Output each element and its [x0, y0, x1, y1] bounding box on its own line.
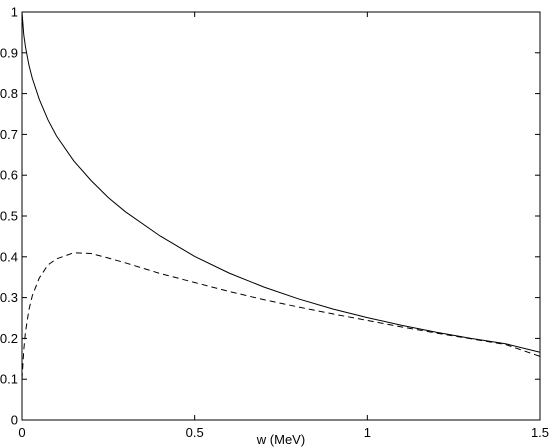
- y-tick-label: 0.8: [0, 86, 18, 101]
- x-axis-label: w (MeV): [256, 432, 305, 447]
- plot-area: [21, 11, 541, 421]
- x-tick-label: 0: [18, 425, 25, 440]
- tick-labels: 0 0.5 1 1.5 0 0.1 0.2 0.3 0.4 0.5 0.6 0.7 0.8 0.9 1: [0, 5, 549, 441]
- x-tick-label: 1.5: [531, 425, 549, 440]
- solid-series-line: [21, 11, 541, 353]
- y-tick-label: 0.5: [0, 209, 18, 224]
- y-tick-label: 0.4: [0, 249, 18, 264]
- y-tick-label: 0.2: [0, 331, 18, 346]
- y-tick-label: 0.6: [0, 168, 18, 183]
- x-tick-label: 1: [364, 425, 371, 440]
- y-tick-label: 0: [11, 413, 18, 428]
- series-group: [21, 11, 541, 380]
- y-tick-label: 0.3: [0, 290, 18, 305]
- y-tick-label: 0.9: [0, 45, 18, 60]
- y-tick-label: 1: [11, 5, 18, 20]
- y-tick-label: 0.1: [0, 372, 18, 387]
- y-tick-label: 0.7: [0, 127, 18, 142]
- x-tick-label: 0.5: [186, 425, 204, 440]
- dashed-series-line: [21, 252, 541, 380]
